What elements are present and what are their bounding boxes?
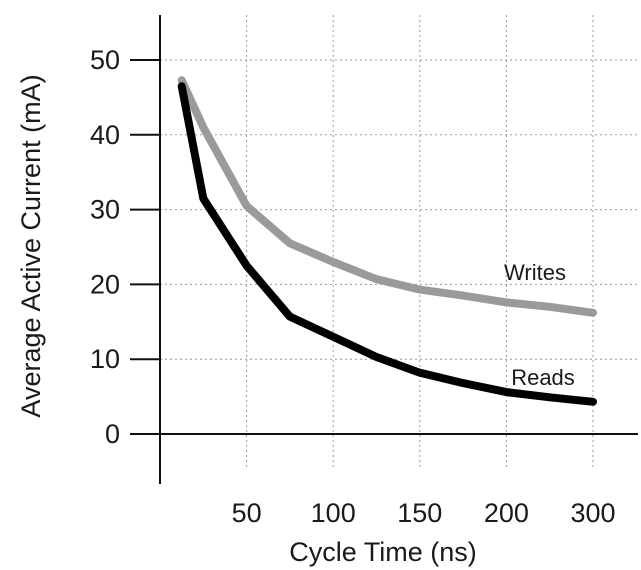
y-tick-label-40: 40 [90, 120, 120, 150]
series [177, 76, 597, 406]
grid [160, 15, 638, 470]
data-point-writes-3 [289, 242, 291, 244]
y-tick-label-20: 20 [90, 269, 120, 299]
data-point-writes-2 [246, 205, 248, 207]
y-tick-label-10: 10 [90, 344, 120, 374]
data-point-reads-0 [181, 85, 183, 87]
series-label-reads: Reads [511, 365, 575, 390]
series-labels: Writes Reads [504, 260, 575, 390]
x-tick-label-150: 150 [397, 498, 442, 528]
data-point-reads-10 [592, 401, 594, 403]
x-tick-label-100: 100 [311, 498, 356, 528]
data-point-writes-1 [202, 126, 204, 128]
data-point-writes-6 [419, 289, 421, 291]
y-tick-label-0: 0 [105, 419, 120, 449]
data-point-writes-7 [462, 295, 464, 297]
x-tick-label-300: 300 [570, 498, 615, 528]
data-point-writes-8 [505, 301, 507, 303]
data-point-reads-7 [462, 382, 464, 384]
x-tick-label-200: 200 [484, 498, 529, 528]
data-point-writes-4 [332, 261, 334, 263]
x-axis-label: Cycle Time (ns) [289, 537, 477, 567]
y-tick-label-50: 50 [90, 45, 120, 75]
data-point-writes-0 [181, 79, 183, 81]
data-point-reads-9 [549, 396, 551, 398]
series-line-reads [177, 82, 597, 406]
y-axis-label: Average Active Current (mA) [16, 74, 46, 417]
series-label-writes: Writes [504, 260, 566, 285]
data-point-reads-5 [376, 356, 377, 358]
axes [130, 15, 638, 484]
data-point-writes-9 [549, 306, 551, 308]
y-tick-label-30: 30 [90, 195, 120, 225]
data-point-reads-4 [332, 336, 334, 338]
tick-labels: 0 10 20 30 40 50 50 100 150 200 300 [90, 45, 616, 528]
x-tick-label-50: 50 [232, 498, 262, 528]
data-point-reads-6 [419, 372, 421, 374]
data-point-reads-8 [505, 391, 507, 393]
data-point-reads-1 [202, 197, 204, 199]
data-point-writes-5 [376, 278, 377, 280]
data-point-writes-10 [592, 312, 594, 314]
data-point-reads-2 [246, 265, 248, 267]
data-point-reads-3 [289, 316, 291, 318]
